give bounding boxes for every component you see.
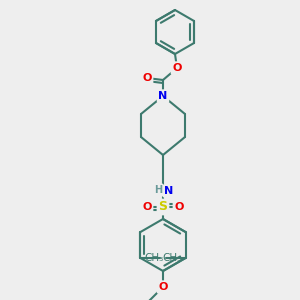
Text: O: O xyxy=(172,63,182,73)
Text: O: O xyxy=(174,202,184,212)
Text: CH₃: CH₃ xyxy=(163,253,182,263)
Text: N: N xyxy=(158,91,168,101)
Text: O: O xyxy=(142,202,152,212)
Text: O: O xyxy=(158,282,168,292)
Text: S: S xyxy=(158,200,167,214)
Text: H: H xyxy=(154,185,162,195)
Text: CH₃: CH₃ xyxy=(144,253,164,263)
Text: N: N xyxy=(164,186,174,196)
Text: O: O xyxy=(142,73,152,83)
